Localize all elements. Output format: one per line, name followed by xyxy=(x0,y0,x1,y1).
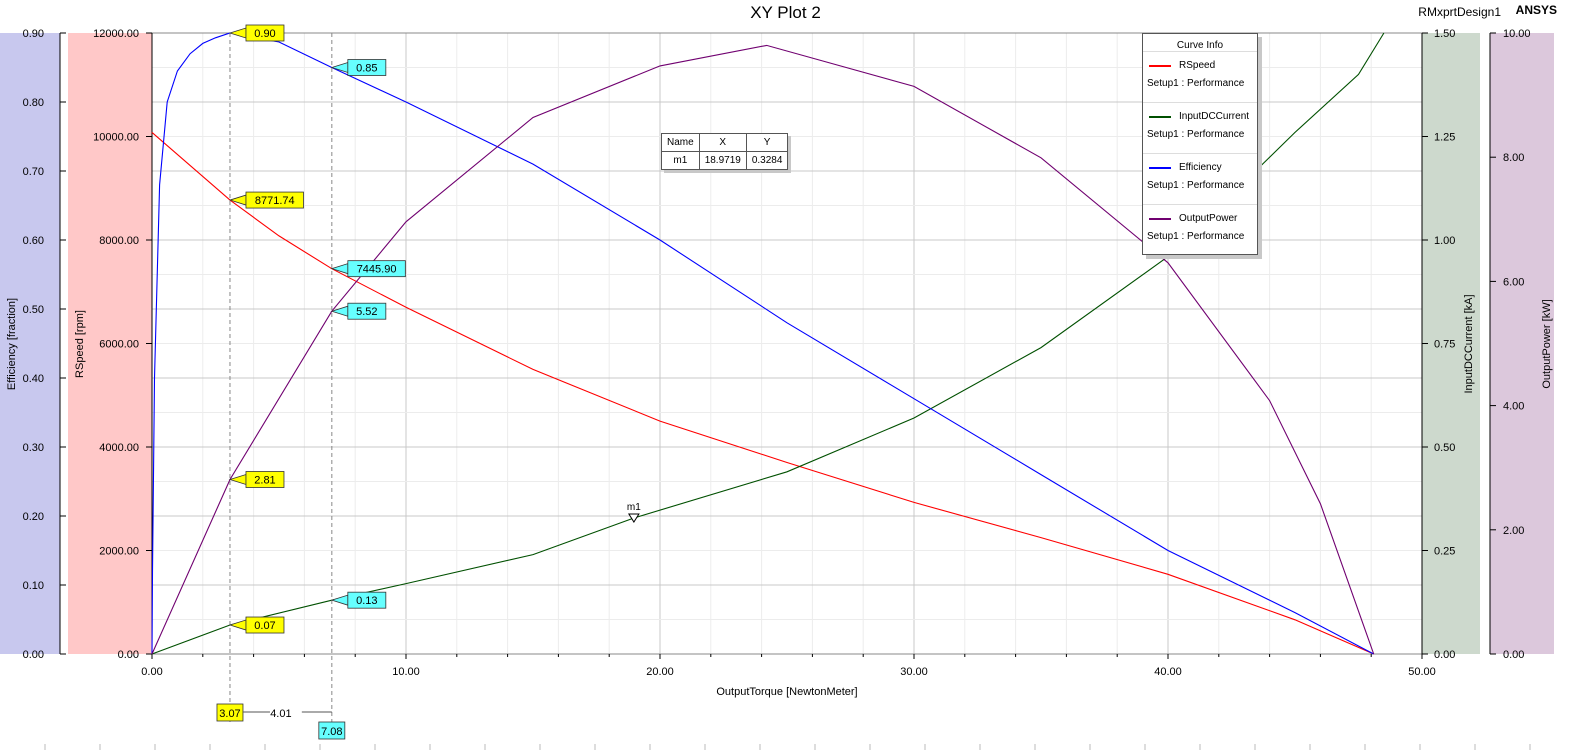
marker-table-cell-y: 0.3284 xyxy=(745,151,789,170)
legend-header: Curve Info xyxy=(1176,40,1224,51)
point-label-box xyxy=(347,260,406,278)
point-label-box xyxy=(245,24,285,42)
marker-table: Name X Y m1 18.9719 0.3284 xyxy=(661,133,789,170)
current-tick-label: 1.25 xyxy=(1434,132,1455,144)
efficiency-tick-label: 0.00 xyxy=(23,649,44,661)
point-label-text: 0.85 xyxy=(356,63,377,75)
marker-table-header-y: Y xyxy=(745,133,789,152)
marker-table-cell-name: m1 xyxy=(661,151,700,170)
efficiency-tick-label: 0.40 xyxy=(23,373,44,385)
series-efficiency-line xyxy=(151,32,1374,655)
marker-m1-label: m1 xyxy=(627,502,641,513)
point-label-text: 0.90 xyxy=(254,28,275,40)
rspeed-tick-label: 10000.00 xyxy=(93,132,139,144)
x-tick-label: 20.00 xyxy=(646,666,674,678)
legend-entry-name: RSpeed xyxy=(1179,60,1216,71)
power-tick-label: 4.00 xyxy=(1503,401,1524,413)
curve-info-legend[interactable]: Curve Info RSpeed Setup1 : Performance I… xyxy=(1142,33,1258,255)
point-label-text: 0.13 xyxy=(356,595,377,607)
efficiency-tick-label: 0.20 xyxy=(23,511,44,523)
design-name: RMxprtDesign1 xyxy=(1418,5,1501,19)
current-axis-label: InputDCCurrent [kA] xyxy=(1463,294,1475,393)
cursor-value-text: 7.08 xyxy=(321,726,342,738)
point-label-box xyxy=(245,616,285,634)
power-tick-label: 6.00 xyxy=(1503,276,1524,288)
efficiency-tick-label: 0.70 xyxy=(23,166,44,178)
current-tick-label: 1.50 xyxy=(1434,28,1455,40)
point-label-box xyxy=(245,191,304,209)
point-label-text: 8771.74 xyxy=(255,195,295,207)
x-tick-label: 50.00 xyxy=(1408,666,1436,678)
point-label-box xyxy=(245,471,285,488)
efficiency-axis-label: Efficiency [fraction] xyxy=(6,298,18,390)
x-tick-label: 0.00 xyxy=(141,666,162,678)
legend-entry-source: Setup1 : Performance xyxy=(1147,78,1245,89)
rspeed-tick-label: 8000.00 xyxy=(99,235,139,247)
power-tick-label: 10.00 xyxy=(1503,28,1531,40)
legend-swatch xyxy=(1149,167,1171,169)
power-tick-label: 2.00 xyxy=(1503,525,1524,537)
point-label-text: 7445.90 xyxy=(357,264,397,276)
legend-entry-rspeed[interactable]: RSpeed Setup1 : Performance xyxy=(1143,51,1257,102)
legend-entry-source: Setup1 : Performance xyxy=(1147,129,1245,140)
marker-table-cell-x: 18.9719 xyxy=(698,151,747,170)
point-label-box xyxy=(347,302,387,320)
efficiency-tick-label: 0.10 xyxy=(23,580,44,592)
rspeed-tick-label: 6000.00 xyxy=(99,339,139,351)
point-label-text: 2.81 xyxy=(254,474,275,486)
legend-entry-name: Efficiency xyxy=(1179,162,1222,173)
chart-title: XY Plot 2 xyxy=(750,3,821,22)
point-label-text: 0.07 xyxy=(254,620,275,632)
current-tick-label: 0.00 xyxy=(1434,649,1455,661)
point-label-text: 5.52 xyxy=(356,306,377,318)
power-tick-label: 8.00 xyxy=(1503,152,1524,164)
cursor-value-box xyxy=(318,721,346,740)
legend-entry-efficiency[interactable]: Efficiency Setup1 : Performance xyxy=(1143,153,1257,204)
current-tick-label: 0.50 xyxy=(1434,442,1455,454)
current-tick-label: 0.75 xyxy=(1434,339,1455,351)
x-axis-label: OutputTorque [NewtonMeter] xyxy=(716,686,857,698)
power-tick-label: 0.00 xyxy=(1503,649,1524,661)
rspeed-tick-label: 2000.00 xyxy=(99,546,139,558)
efficiency-tick-label: 0.90 xyxy=(23,28,44,40)
point-label-box xyxy=(347,59,387,76)
marker-m1-triangle xyxy=(627,513,640,523)
legend-swatch xyxy=(1149,116,1171,118)
efficiency-axis-band xyxy=(0,33,60,654)
legend-entry-name: InputDCCurrent xyxy=(1179,111,1250,122)
rspeed-tick-label: 4000.00 xyxy=(99,442,139,454)
rspeed-axis-label: RSpeed [rpm] xyxy=(74,310,86,378)
current-tick-label: 1.00 xyxy=(1434,235,1455,247)
efficiency-tick-label: 0.30 xyxy=(23,442,44,454)
marker-table-header-name: Name xyxy=(661,133,700,152)
brand-logo: ANSYS xyxy=(1515,3,1557,17)
x-tick-label: 40.00 xyxy=(1154,666,1182,678)
marker-table-header-x: X xyxy=(698,133,747,152)
legend-entry-source: Setup1 : Performance xyxy=(1147,180,1245,191)
efficiency-tick-label: 0.50 xyxy=(23,304,44,316)
rspeed-axis-band xyxy=(68,33,152,654)
legend-swatch xyxy=(1149,65,1171,67)
series-rspeed-line xyxy=(151,131,1374,655)
legend-swatch xyxy=(1149,218,1171,220)
x-tick-label: 10.00 xyxy=(392,666,420,678)
cursor-value-text: 3.07 xyxy=(219,708,240,720)
current-axis-band xyxy=(1422,33,1480,654)
legend-entry-name: OutputPower xyxy=(1179,213,1238,224)
rspeed-tick-label: 0.00 xyxy=(118,649,139,661)
rspeed-tick-label: 12000.00 xyxy=(93,28,139,40)
legend-entry-source: Setup1 : Performance xyxy=(1147,231,1245,242)
x-tick-label: 30.00 xyxy=(900,666,928,678)
legend-entry-outputpower[interactable]: OutputPower Setup1 : Performance xyxy=(1143,204,1257,255)
efficiency-tick-label: 0.80 xyxy=(23,97,44,109)
legend-entry-inputdccurrent[interactable]: InputDCCurrent Setup1 : Performance xyxy=(1143,102,1257,153)
efficiency-tick-label: 0.60 xyxy=(23,235,44,247)
power-axis-label: OutputPower [kW] xyxy=(1541,299,1553,388)
point-label-box xyxy=(347,591,387,609)
current-tick-label: 0.25 xyxy=(1434,546,1455,558)
delta-label: 4.01 xyxy=(270,708,291,720)
power-axis-band xyxy=(1490,33,1554,654)
